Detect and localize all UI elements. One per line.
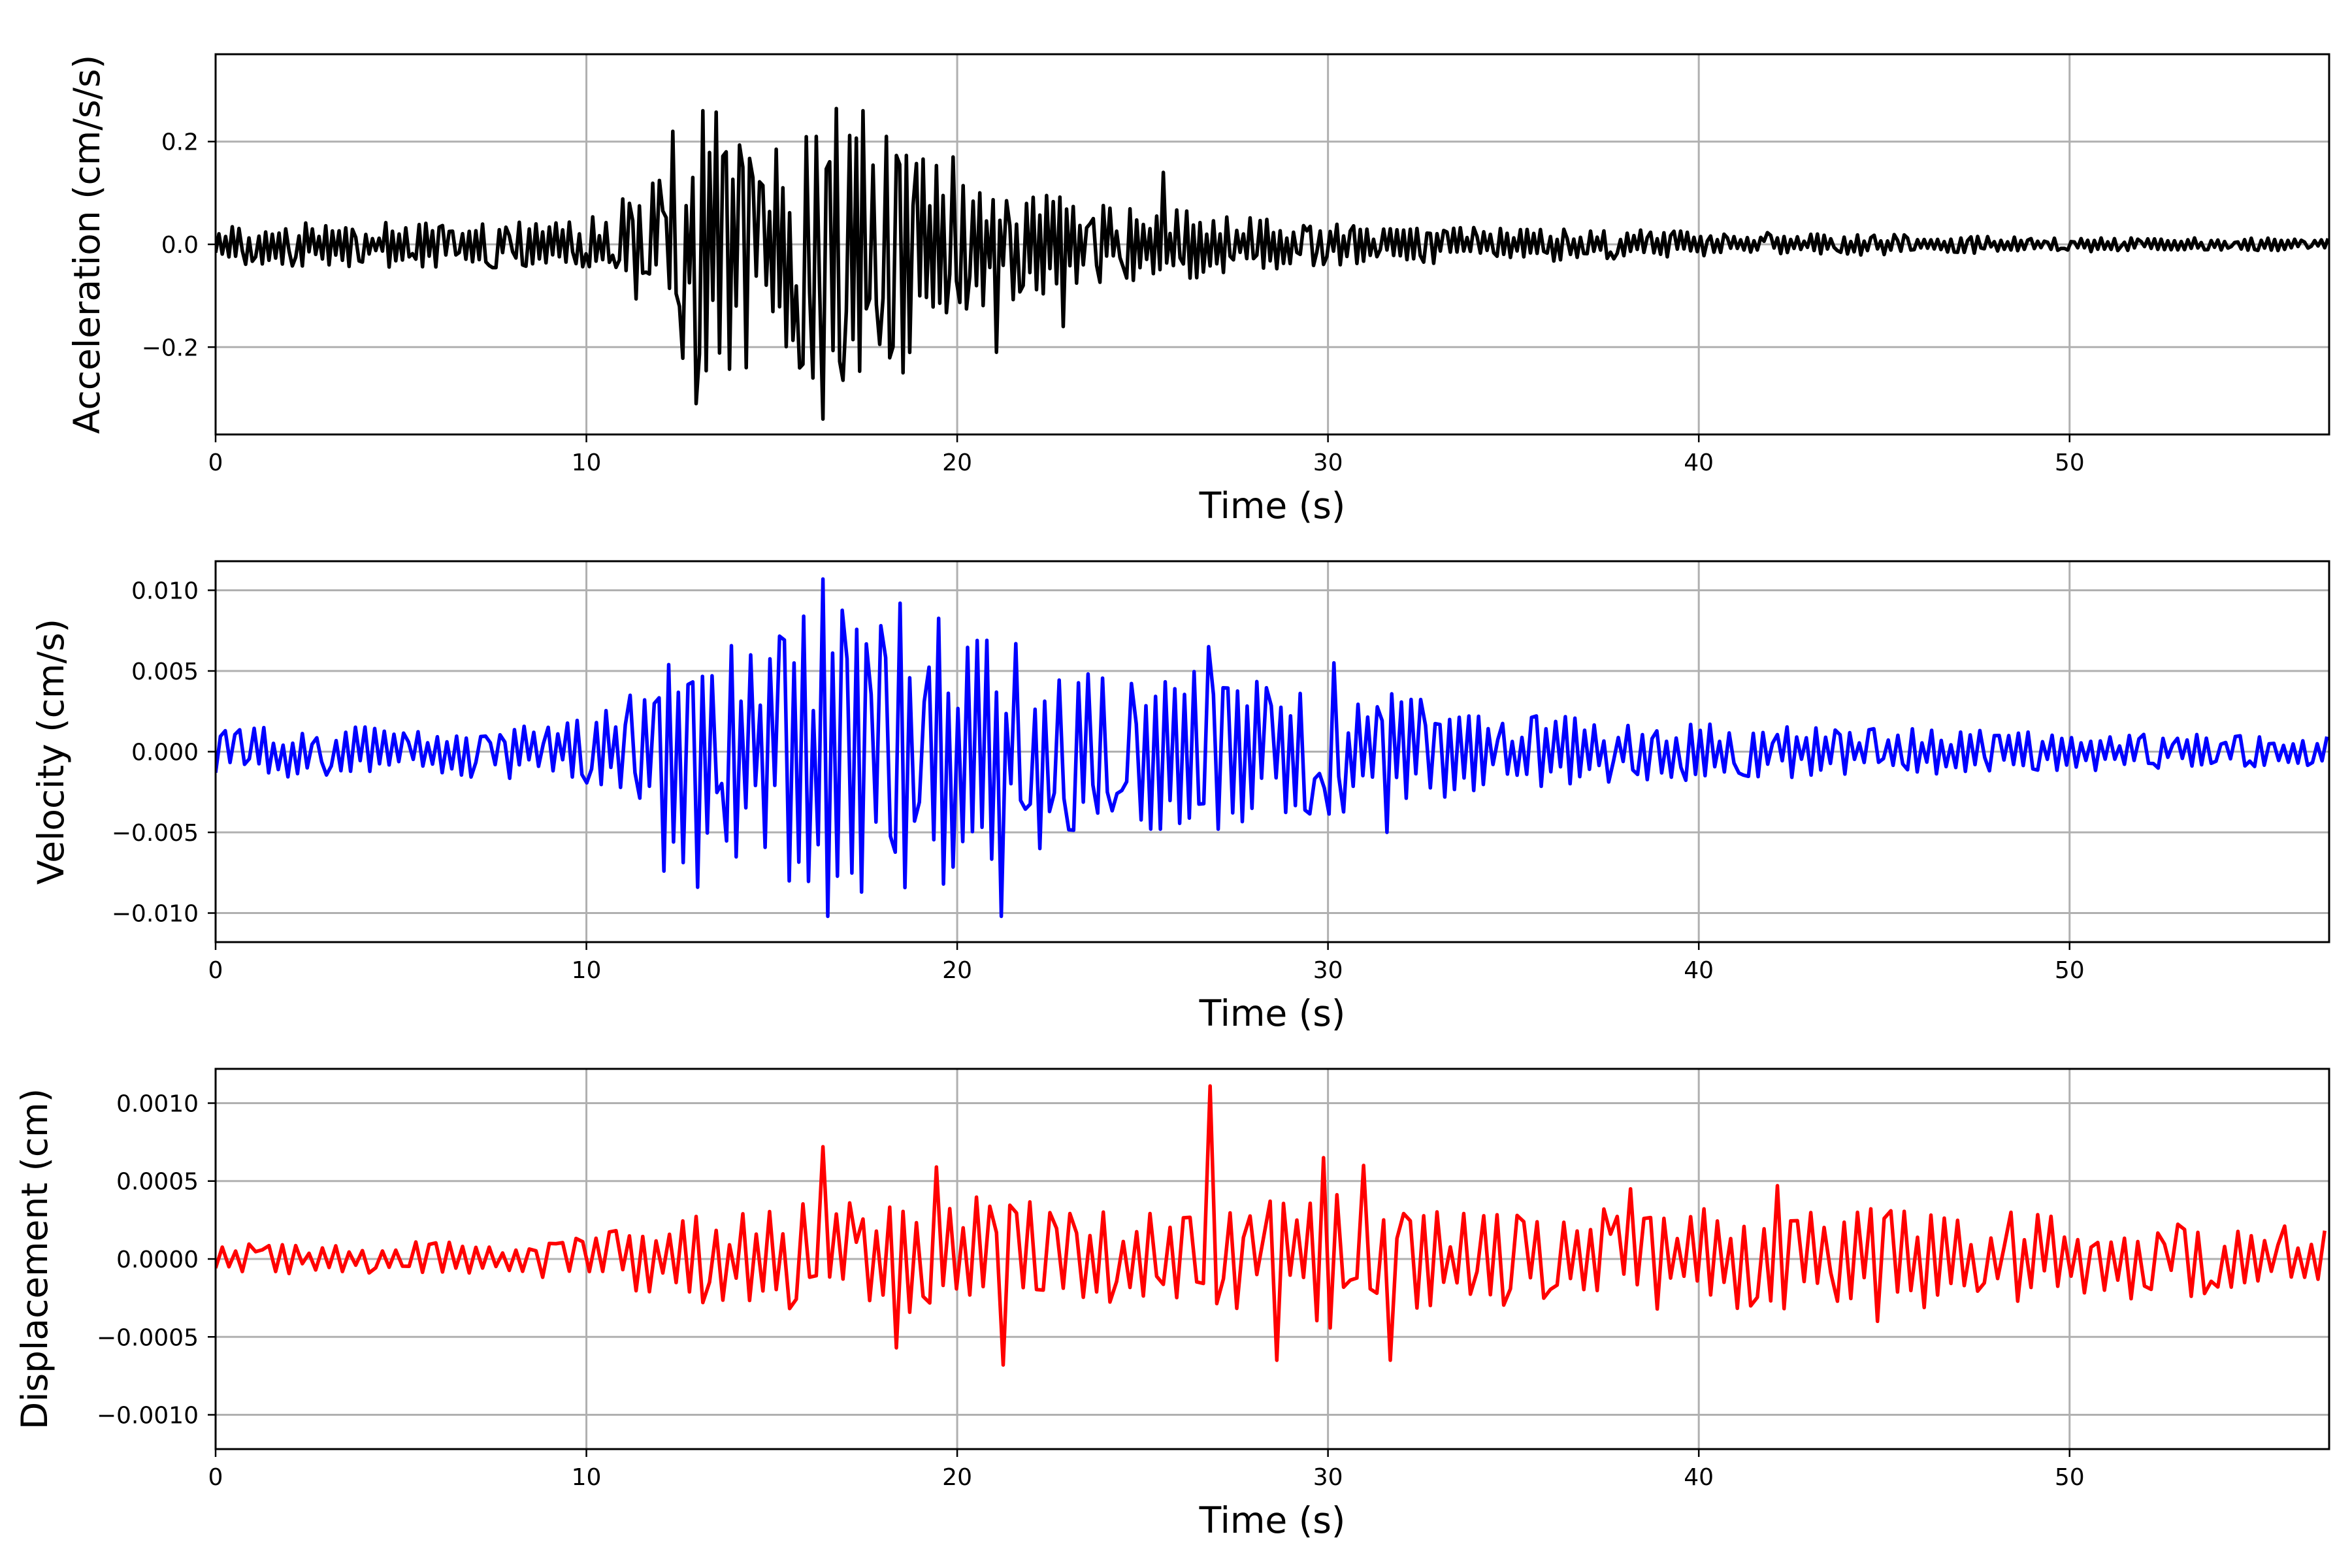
velocity-ytick-label: −0.010 xyxy=(112,901,199,928)
displacement-xtick-label: 40 xyxy=(1684,1464,1714,1491)
acceleration-ytick-label: −0.2 xyxy=(142,335,199,361)
velocity-panel: 0 10 20 30 40 50 −0.010 −0.005 0.000 0.005 0.010 Ti… xyxy=(30,560,2330,1034)
displacement-ytick-label: 0.0005 xyxy=(116,1169,199,1196)
displacement-ytick-label: −0.0005 xyxy=(97,1324,199,1351)
acceleration-xtick-label: 0 xyxy=(208,449,223,476)
displacement-y-axis-label: Displacement (cm) xyxy=(14,1088,56,1429)
velocity-xtick-label: 20 xyxy=(942,957,972,984)
acceleration-x-axis-label: Time (s) xyxy=(1199,485,1346,527)
velocity-x-axis-label: Time (s) xyxy=(1199,992,1346,1034)
velocity-xtick-label: 30 xyxy=(1313,957,1343,984)
displacement-ytick-label: 0.0010 xyxy=(116,1090,199,1117)
acceleration-xtick-label: 20 xyxy=(942,449,972,476)
displacement-xtick-label: 10 xyxy=(572,1464,602,1491)
displacement-xtick-label: 50 xyxy=(2055,1464,2085,1491)
velocity-y-axis-label: Velocity (cm/s) xyxy=(30,619,72,885)
displacement-ytick-label: −0.0010 xyxy=(97,1403,199,1429)
velocity-ytick-label: 0.010 xyxy=(131,578,199,604)
displacement-x-axis-label: Time (s) xyxy=(1199,1499,1346,1541)
displacement-xtick-label: 30 xyxy=(1313,1464,1343,1491)
velocity-ytick-label: 0.000 xyxy=(131,740,199,766)
velocity-series-line xyxy=(216,577,2329,919)
displacement-series-line xyxy=(216,1084,2327,1367)
acceleration-xtick-label: 50 xyxy=(2055,449,2085,476)
acceleration-y-axis-label: Acceleration (cm/s/s) xyxy=(66,55,108,434)
acceleration-ytick-label: 0.0 xyxy=(161,232,199,259)
displacement-panel: 0 10 20 30 40 50 −0.0010 −0.0005 0.0000 0.0005 0.0… xyxy=(14,1068,2330,1541)
displacement-xtick-label: 0 xyxy=(208,1464,223,1491)
displacement-ytick-label: 0.0000 xyxy=(116,1247,199,1273)
displacement-xtick-label: 20 xyxy=(942,1464,972,1491)
acceleration-series-line xyxy=(216,106,2329,421)
acceleration-xtick-label: 40 xyxy=(1684,449,1714,476)
velocity-ytick-label: 0.005 xyxy=(131,659,199,685)
velocity-ytick-label: −0.005 xyxy=(112,820,199,847)
velocity-xtick-label: 10 xyxy=(572,957,602,984)
velocity-xtick-label: 50 xyxy=(2055,957,2085,984)
acceleration-xtick-label: 30 xyxy=(1313,449,1343,476)
velocity-xtick-label: 0 xyxy=(208,957,223,984)
acceleration-ytick-label: 0.2 xyxy=(161,129,199,156)
acceleration-panel: 0 10 20 30 40 50 −0.2 0.0 0.2 Time (s) Acceleratio… xyxy=(66,53,2330,527)
acceleration-xtick-label: 10 xyxy=(572,449,602,476)
velocity-xtick-label: 40 xyxy=(1684,957,1714,984)
